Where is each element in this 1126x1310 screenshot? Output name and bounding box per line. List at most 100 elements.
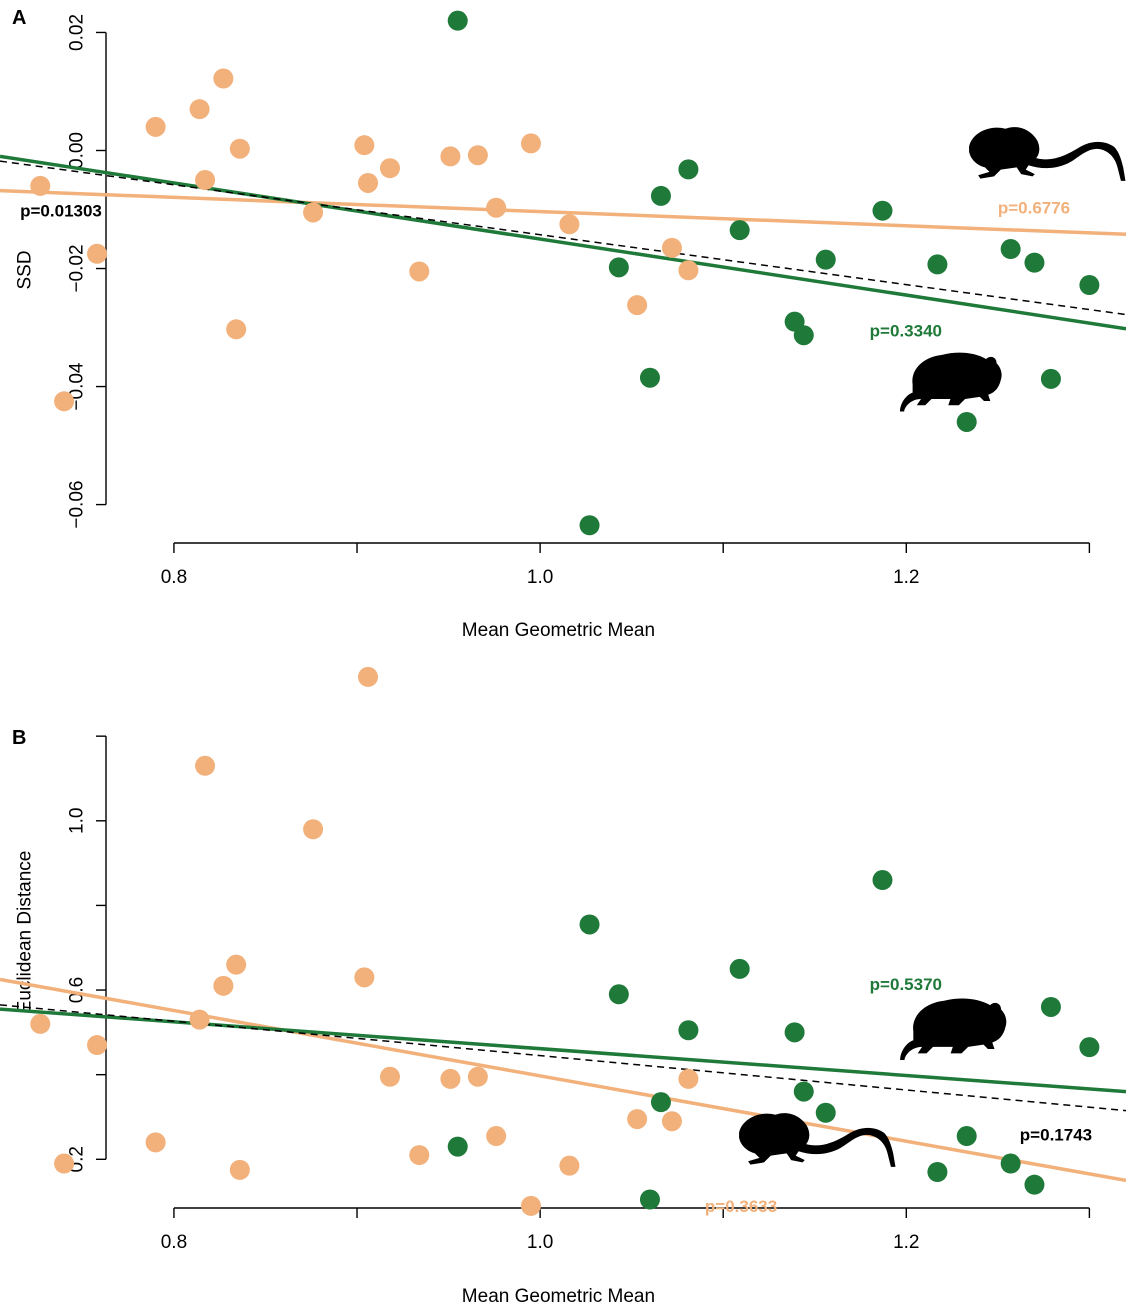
p-value-annotation: p=0.01303 xyxy=(20,202,102,221)
data-point-orange xyxy=(54,391,75,412)
data-point-orange xyxy=(229,138,250,159)
data-point-orange xyxy=(358,666,379,687)
p-value-annotation: p=0.5370 xyxy=(870,975,942,994)
y-tick-label: 0.00 xyxy=(67,132,88,169)
kangaroo-rat-silhouette-icon xyxy=(739,1113,896,1167)
data-point-green xyxy=(447,1136,468,1157)
data-point-orange xyxy=(358,172,379,193)
y-tick-label: 1.0 xyxy=(67,808,88,834)
data-point-orange xyxy=(195,170,216,190)
data-point-green xyxy=(579,515,600,536)
data-point-orange xyxy=(303,202,324,223)
pocket-gopher-silhouette-icon xyxy=(900,998,1007,1060)
data-point-green xyxy=(793,325,814,346)
p-value-annotation: p=0.6776 xyxy=(998,199,1070,218)
data-point-green xyxy=(956,1126,977,1147)
panel-letter: A xyxy=(12,7,26,29)
data-point-orange xyxy=(661,1111,682,1132)
data-point-green xyxy=(650,185,671,206)
data-point-orange xyxy=(87,1035,108,1056)
data-point-orange xyxy=(627,295,648,316)
x-axis-title: Mean Geometric Mean xyxy=(462,1286,655,1307)
data-point-green xyxy=(784,1022,805,1043)
data-point-orange xyxy=(189,1009,210,1030)
data-point-orange xyxy=(520,133,541,154)
data-point-orange xyxy=(87,243,108,264)
data-point-orange xyxy=(30,1013,51,1034)
data-point-green xyxy=(1024,252,1045,273)
data-point-green xyxy=(872,200,893,221)
data-point-green xyxy=(729,958,750,979)
data-point-orange xyxy=(409,1145,430,1166)
y-tick-label: 0.6 xyxy=(67,977,88,1003)
data-point-orange xyxy=(145,116,166,137)
data-point-orange xyxy=(379,1066,400,1087)
x-tick-label: 1.0 xyxy=(527,1232,553,1253)
data-point-orange xyxy=(145,1132,166,1153)
data-point-orange xyxy=(213,68,234,89)
kangaroo-rat-silhouette-icon xyxy=(969,127,1126,181)
data-point-green xyxy=(927,1161,948,1182)
data-point-green xyxy=(956,411,977,432)
x-tick-label: 1.2 xyxy=(893,1232,919,1253)
data-point-orange xyxy=(226,319,247,340)
data-point-orange xyxy=(559,214,580,235)
data-point-orange xyxy=(379,158,400,179)
fit-line-black xyxy=(0,160,1126,316)
data-point-orange xyxy=(486,1126,507,1147)
data-point-green xyxy=(1024,1174,1045,1195)
fit-line-green xyxy=(0,1007,1126,1094)
data-point-orange xyxy=(627,1109,648,1130)
data-point-orange xyxy=(226,954,247,975)
data-point-green xyxy=(639,1189,660,1210)
data-point-green xyxy=(1040,996,1061,1017)
panel-letter: B xyxy=(12,727,26,749)
data-point-orange xyxy=(354,967,375,988)
data-point-orange xyxy=(559,1155,580,1176)
y-tick-label: −0.06 xyxy=(67,481,88,529)
data-point-orange xyxy=(213,975,234,996)
fit-line-green xyxy=(0,154,1126,331)
data-point-green xyxy=(650,1092,671,1113)
data-point-orange xyxy=(440,146,461,167)
y-tick-label: 0.02 xyxy=(67,14,88,51)
data-point-green xyxy=(639,367,660,388)
x-tick-label: 1.0 xyxy=(527,567,553,588)
x-tick-label: 0.8 xyxy=(161,567,187,588)
data-point-green xyxy=(678,1020,699,1041)
data-point-green xyxy=(608,257,629,278)
data-point-orange xyxy=(678,260,699,281)
data-point-green xyxy=(815,249,836,270)
data-point-green xyxy=(927,254,948,275)
p-value-annotation: p=0.3340 xyxy=(870,321,942,340)
data-point-green xyxy=(678,159,699,180)
fit-line-black xyxy=(0,1004,1126,1112)
data-point-orange xyxy=(661,237,682,258)
data-point-orange xyxy=(54,1153,75,1174)
data-point-orange xyxy=(229,1159,250,1180)
data-point-green xyxy=(579,914,600,935)
data-point-green xyxy=(793,1081,814,1102)
y-axis-title: Euclidean Distance xyxy=(15,851,36,1014)
data-point-orange xyxy=(467,1066,488,1087)
data-point-green xyxy=(1040,368,1061,389)
data-point-orange xyxy=(409,261,430,282)
pocket-gopher-silhouette-icon xyxy=(900,352,1002,412)
p-value-annotation: p=0.1743 xyxy=(1020,1125,1092,1144)
data-point-green xyxy=(729,220,750,241)
y-axis-title: SSD xyxy=(15,250,36,289)
data-point-green xyxy=(1000,1153,1021,1174)
fit-line-orange xyxy=(0,977,1126,1183)
data-point-orange xyxy=(486,197,507,218)
data-point-green xyxy=(608,984,629,1005)
data-point-orange xyxy=(520,1195,541,1216)
data-point-orange xyxy=(303,819,324,840)
x-axis-title: Mean Geometric Mean xyxy=(462,620,655,641)
data-point-green xyxy=(1079,1037,1100,1058)
fit-line-orange xyxy=(0,188,1126,237)
p-value-annotation: p=0.3633 xyxy=(705,1197,777,1216)
data-point-orange xyxy=(354,135,375,156)
data-point-green xyxy=(1000,239,1021,260)
